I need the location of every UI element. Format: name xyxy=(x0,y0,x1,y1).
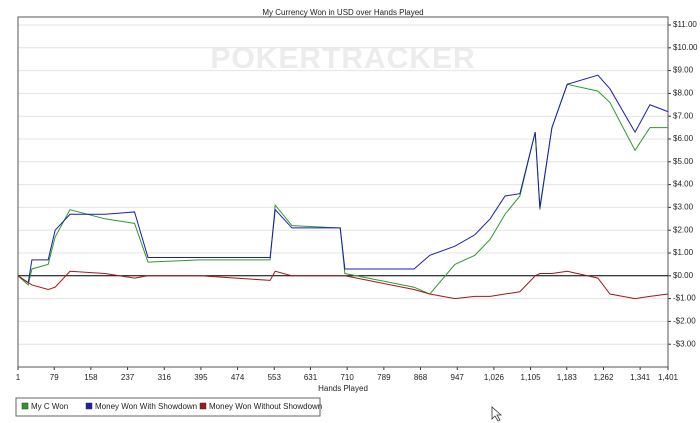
y-tick-label: $7.00 xyxy=(673,111,694,120)
x-tick-label: 789 xyxy=(377,373,391,382)
series-line xyxy=(17,74,669,284)
x-axis-label: Hands Played xyxy=(318,384,368,393)
legend-box xyxy=(15,397,321,417)
x-tick-label: 868 xyxy=(414,373,428,382)
x-tick-label: 1,262 xyxy=(593,373,614,382)
x-tick-label: 710 xyxy=(340,373,354,382)
x-tick-label: 1,026 xyxy=(484,373,505,382)
y-tick-label: $5.00 xyxy=(673,157,694,166)
legend-swatch xyxy=(21,402,29,410)
y-tick-label: $6.00 xyxy=(673,134,694,143)
x-tick-label: 1,105 xyxy=(521,373,542,382)
x-tick-label: 316 xyxy=(158,373,172,382)
legend-swatch xyxy=(85,402,93,410)
legend-label: My C Won xyxy=(31,402,68,411)
series-line xyxy=(17,270,669,300)
y-tick-label: $1.00 xyxy=(673,248,694,257)
x-tick-label: 947 xyxy=(451,373,465,382)
cursor xyxy=(491,406,503,422)
y-tick-label: -$3.00 xyxy=(673,339,696,348)
y-tick-label: -$1.00 xyxy=(673,294,696,303)
legend-label: Money Won With Showdown xyxy=(95,402,197,411)
x-tick-label: 1,341 xyxy=(630,373,651,382)
y-tick-label: $11.00 xyxy=(673,20,697,29)
legend-swatch xyxy=(199,402,207,410)
y-tick-label: $0.00 xyxy=(673,271,694,280)
watermark: POKERTRACKER xyxy=(210,42,475,75)
x-tick-label: 631 xyxy=(304,373,318,382)
y-tick-label: $10.00 xyxy=(673,43,698,52)
y-tick-label: $8.00 xyxy=(673,89,694,98)
x-tick-label: 1,183 xyxy=(557,373,578,382)
x-tick-label: 474 xyxy=(231,373,245,382)
plot-frame xyxy=(17,16,669,368)
x-tick-label: 395 xyxy=(194,373,208,382)
y-tick-label: $2.00 xyxy=(673,225,694,234)
x-tick-label: 553 xyxy=(268,373,282,382)
chart-title: My Currency Won in USD over Hands Played xyxy=(262,8,423,17)
y-tick-label: $4.00 xyxy=(673,180,694,189)
y-tick-label: $9.00 xyxy=(673,66,694,75)
x-tick-label: 237 xyxy=(121,373,135,382)
y-tick-label: -$2.00 xyxy=(673,317,696,326)
x-tick-label: 1,401 xyxy=(658,373,679,382)
x-tick-label: 158 xyxy=(84,373,98,382)
x-tick-label: 79 xyxy=(50,373,59,382)
y-tick-label: $3.00 xyxy=(673,203,694,212)
x-tick-label: 1 xyxy=(16,373,21,382)
legend-label: Money Won Without Showdown xyxy=(209,402,322,411)
